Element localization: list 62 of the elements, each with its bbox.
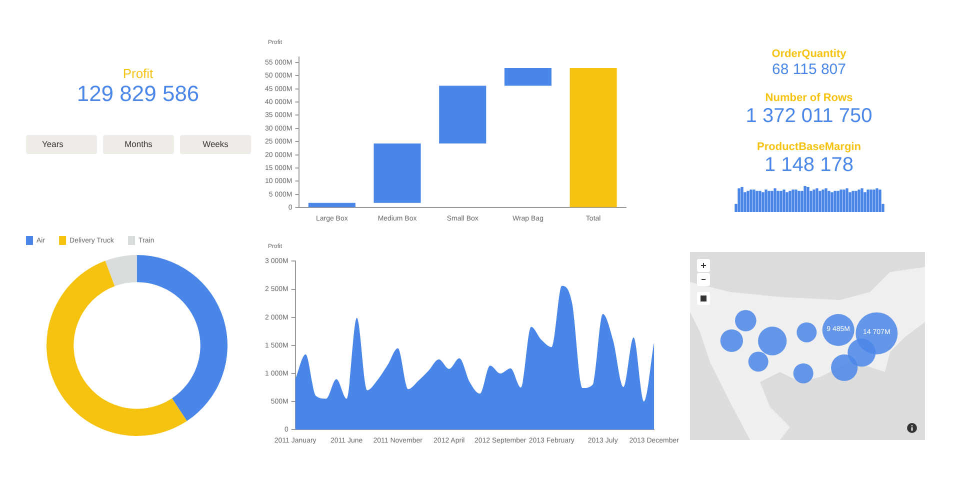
bar	[834, 190, 836, 212]
bar	[810, 190, 812, 212]
bar	[840, 190, 842, 212]
bar	[824, 188, 828, 212]
text: OrderQuantity	[770, 48, 848, 61]
bar	[439, 86, 486, 144]
bar	[866, 190, 870, 212]
bar	[750, 190, 752, 212]
bar	[846, 188, 848, 212]
bar	[848, 192, 852, 212]
bar	[770, 190, 774, 212]
bar	[780, 190, 782, 212]
bar	[308, 202, 356, 208]
bar	[788, 190, 792, 212]
bar	[756, 190, 758, 212]
bar	[860, 188, 864, 212]
bar	[776, 190, 780, 212]
bar	[804, 186, 806, 212]
text: Years	[26, 135, 97, 154]
text: Weeks	[180, 135, 251, 154]
bar	[504, 68, 552, 86]
bar	[812, 190, 816, 212]
text: 1 372 011 750	[744, 105, 874, 127]
bar	[828, 190, 830, 212]
text: 129 829 586	[76, 81, 200, 107]
bar	[738, 188, 740, 212]
bar	[818, 190, 822, 212]
bar	[836, 190, 840, 212]
bar	[864, 192, 866, 212]
bar	[752, 190, 756, 212]
bar	[792, 190, 794, 212]
bar	[876, 188, 878, 212]
bar	[768, 190, 770, 212]
text: Number of Rows	[764, 92, 854, 105]
bar	[774, 188, 776, 212]
bar	[854, 190, 858, 212]
bar	[786, 192, 788, 212]
bar	[782, 190, 786, 212]
bar	[842, 190, 846, 212]
text: 68 115 807	[771, 61, 847, 78]
text: Months	[103, 135, 174, 154]
text: ProductBaseMargin	[756, 141, 862, 154]
bar	[878, 190, 882, 212]
bar	[746, 190, 750, 212]
bar	[852, 190, 854, 212]
bar	[764, 190, 768, 212]
bar	[794, 190, 798, 212]
bar	[374, 143, 421, 203]
bar	[816, 188, 818, 212]
bar	[740, 186, 744, 212]
bar	[830, 192, 834, 212]
bar	[806, 186, 810, 212]
text: 1 148 178	[764, 154, 854, 176]
bar	[758, 190, 762, 212]
bar	[872, 190, 876, 212]
bar	[822, 190, 824, 212]
bar	[798, 190, 800, 212]
bar	[858, 190, 860, 212]
text: Profit	[122, 66, 154, 81]
bar	[870, 190, 872, 212]
bar	[570, 68, 617, 208]
bar	[762, 192, 764, 212]
